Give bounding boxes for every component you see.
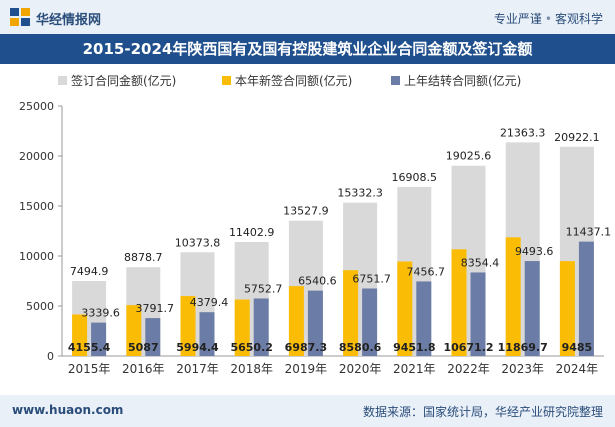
x-tick-label-1: 2016年 bbox=[122, 362, 165, 376]
label-carry-3: 5752.7 bbox=[244, 282, 283, 295]
footer-url[interactable]: www.huaon.com bbox=[12, 403, 124, 417]
label-carry-2: 4379.4 bbox=[190, 296, 229, 309]
y-tick-label-3: 15000 bbox=[19, 200, 54, 213]
label-new-3: 5650.2 bbox=[230, 341, 272, 354]
x-tick-label-9: 2024年 bbox=[556, 362, 599, 376]
label-new-8: 11869.7 bbox=[498, 341, 548, 354]
label-carry-6: 7456.7 bbox=[407, 265, 446, 278]
bar-carry-1 bbox=[145, 318, 161, 356]
x-tick-label-4: 2019年 bbox=[285, 362, 328, 376]
slogan: 专业严谨 • 客观科学 bbox=[494, 10, 603, 27]
chart-title: 2015-2024年陕西国有及国有控股建筑业企业合同金额及签订金额 bbox=[82, 40, 533, 58]
label-total-4: 13527.9 bbox=[283, 205, 329, 218]
bar-new-0 bbox=[72, 314, 88, 356]
x-tick-label-7: 2022年 bbox=[447, 362, 490, 376]
bar-carry-7 bbox=[470, 272, 486, 356]
bar-carry-9 bbox=[578, 241, 594, 356]
bar-carry-3 bbox=[253, 298, 269, 356]
label-new-5: 8580.6 bbox=[339, 341, 382, 354]
label-new-1: 5087 bbox=[128, 341, 159, 354]
bar-new-8 bbox=[505, 237, 521, 356]
label-total-2: 10373.8 bbox=[175, 236, 221, 249]
bar-carry-6 bbox=[416, 281, 432, 356]
bar-new-2 bbox=[180, 296, 196, 356]
label-new-6: 9451.8 bbox=[393, 341, 435, 354]
data-source: 数据来源：国家统计局，华经产业研究院整理 bbox=[362, 405, 603, 419]
y-tick-label-4: 20000 bbox=[19, 150, 54, 163]
chart: 签订合同金额(亿元) 本年新签合同额(亿元) 上年结转合同额(亿元) 0 5000 100… bbox=[19, 73, 612, 376]
x-tick-label-3: 2018年 bbox=[230, 362, 273, 376]
label-new-2: 5994.4 bbox=[176, 341, 219, 354]
legend-swatch-1 bbox=[222, 76, 231, 85]
label-carry-5: 6751.7 bbox=[352, 272, 391, 285]
x-tick-label-8: 2023年 bbox=[501, 362, 544, 376]
legend-swatch-2 bbox=[391, 76, 400, 85]
label-carry-4: 6540.6 bbox=[298, 275, 337, 288]
label-new-0: 4155.4 bbox=[68, 341, 111, 354]
label-total-5: 15332.3 bbox=[337, 187, 383, 200]
label-total-7: 19025.6 bbox=[446, 150, 492, 163]
footer-bar: www.huaon.com 数据来源：国家统计局，华经产业研究院整理 bbox=[0, 395, 615, 427]
label-total-8: 21363.3 bbox=[500, 126, 546, 139]
bar-new-6 bbox=[397, 261, 413, 356]
label-total-0: 7494.9 bbox=[70, 265, 109, 278]
bar-new-3 bbox=[234, 299, 250, 356]
bar-new-4 bbox=[288, 286, 304, 356]
bar-new-9 bbox=[559, 261, 575, 356]
label-carry-9: 11437.1 bbox=[566, 226, 612, 239]
bar-carry-8 bbox=[524, 261, 540, 356]
y-tick-label-1: 5000 bbox=[26, 300, 54, 313]
bar-new-7 bbox=[451, 249, 467, 356]
y-tick-label-5: 25000 bbox=[19, 100, 54, 113]
bar-carry-4 bbox=[307, 290, 323, 356]
label-carry-1: 3791.7 bbox=[136, 302, 175, 315]
bar-carry-5 bbox=[362, 288, 378, 356]
y-tick-label-0: 0 bbox=[47, 350, 54, 363]
y-tick-label-2: 10000 bbox=[19, 250, 54, 263]
label-total-1: 8878.7 bbox=[124, 251, 163, 264]
label-total-3: 11402.9 bbox=[229, 226, 275, 239]
header-bar: 华经情报网 专业严谨 • 客观科学 bbox=[0, 0, 615, 34]
legend-label-0: 签订合同金额(亿元) bbox=[71, 73, 176, 88]
site-name: 华经情报网 bbox=[36, 13, 102, 28]
huajing-logo-icon bbox=[10, 8, 30, 26]
label-total-6: 16908.5 bbox=[392, 171, 438, 184]
label-carry-0: 3339.6 bbox=[81, 307, 120, 320]
label-new-4: 6987.3 bbox=[285, 341, 327, 354]
label-new-7: 10671.2 bbox=[443, 341, 493, 354]
x-tick-label-0: 2015年 bbox=[68, 362, 111, 376]
label-total-9: 20922.1 bbox=[554, 131, 600, 144]
label-carry-8: 9493.6 bbox=[515, 245, 554, 258]
x-tick-label-5: 2020年 bbox=[339, 362, 382, 376]
legend-label-2: 上年结转合同额(亿元) bbox=[404, 73, 521, 88]
bar-new-5 bbox=[343, 270, 359, 356]
bar-new-1 bbox=[126, 305, 142, 356]
legend-label-1: 本年新签合同额(亿元) bbox=[235, 73, 352, 88]
title-bar: 2015-2024年陕西国有及国有控股建筑业企业合同金额及签订金额 bbox=[0, 34, 615, 64]
legend-swatch-0 bbox=[58, 76, 67, 85]
slogan-left: 专业严谨 bbox=[493, 12, 542, 26]
slogan-right: 客观科学 bbox=[554, 12, 603, 26]
label-carry-7: 8354.4 bbox=[461, 256, 500, 269]
label-new-9: 9485 bbox=[562, 341, 593, 354]
bar-carry-0 bbox=[91, 322, 107, 356]
x-tick-label-6: 2021年 bbox=[393, 362, 436, 376]
bar-carry-2 bbox=[199, 312, 215, 356]
x-tick-label-2: 2017年 bbox=[176, 362, 219, 376]
slogan-separator: • bbox=[544, 12, 552, 26]
